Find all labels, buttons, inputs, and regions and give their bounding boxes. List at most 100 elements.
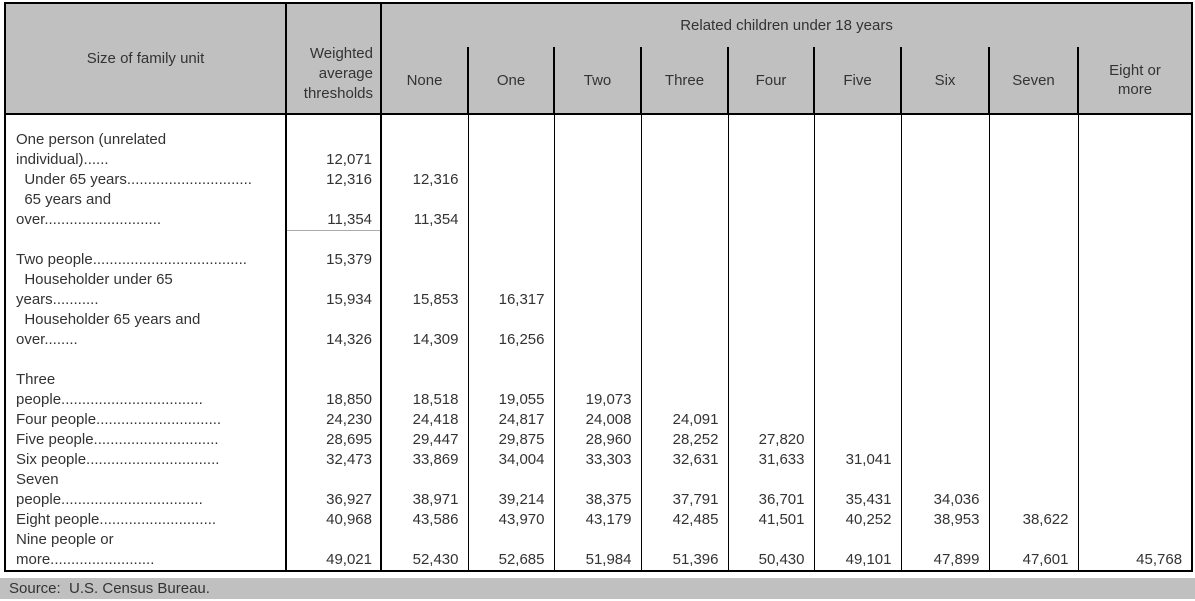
table-row: Five people.............................… (5, 430, 1193, 450)
family-size-label-cell: Under 65 years..........................… (5, 170, 287, 190)
family-size-label-line: Seven (16, 471, 59, 488)
value-cell-eight-or-more (1077, 250, 1193, 270)
value-cell-three (640, 130, 728, 170)
value-cell-three (640, 250, 728, 270)
col-header-four: Four (727, 47, 814, 114)
value-cell-seven (988, 310, 1078, 350)
value-cell-six: 34,036 (900, 470, 989, 510)
spacer-cell (900, 114, 989, 130)
value-cell-two (553, 250, 641, 270)
value-cell-four (727, 370, 814, 410)
col-header-related-children-group: Related children under 18 years (381, 3, 1193, 47)
spacer-cell (813, 350, 901, 370)
value-cell-six (900, 270, 989, 310)
value-cell-four: 50,430 (727, 530, 814, 571)
value-cell-one (467, 170, 554, 190)
table-row: Eight people............................… (5, 510, 1193, 530)
value-cell-none (380, 250, 468, 270)
spacer-cell (380, 350, 468, 370)
value-cell-seven (988, 470, 1078, 510)
family-size-label-line: over............................ (16, 211, 162, 228)
family-size-label-cell: Householder under 65 years........... (5, 270, 287, 310)
value-cell-five (813, 170, 901, 190)
spacer-cell (640, 230, 728, 250)
family-size-label-line: Two people..............................… (16, 251, 247, 268)
value-cell-seven (988, 430, 1078, 450)
family-size-label-cell: Three people.............................… (5, 370, 287, 410)
value-cell-six (900, 430, 989, 450)
value-cell-eight-or-more (1077, 270, 1193, 310)
value-cell-eight-or-more (1077, 130, 1193, 170)
weighted-average-value-cell: 14,326 (286, 310, 382, 350)
spacer-row (5, 230, 1193, 250)
value-cell-five (813, 310, 901, 350)
value-cell-six (900, 250, 989, 270)
spacer-cell (727, 114, 814, 130)
family-size-label-cell: Two people..............................… (5, 250, 287, 270)
value-cell-five (813, 250, 901, 270)
col-header-seven: Seven (988, 47, 1078, 114)
value-cell-one: 34,004 (467, 450, 554, 470)
value-cell-one (467, 130, 554, 170)
spacer-cell (988, 114, 1078, 130)
family-size-label-line: over........ (16, 331, 78, 348)
value-cell-seven: 38,622 (988, 510, 1078, 530)
family-size-label-line: Four people.............................… (16, 411, 222, 428)
weighted-average-value-cell: 15,379 (286, 250, 382, 270)
table-row: Nine people or more......................… (5, 530, 1193, 571)
col-header-one: One (467, 47, 554, 114)
family-size-label-cell: Six people..............................… (5, 450, 287, 470)
family-size-label-cell: 65 years and over........................… (5, 190, 287, 230)
value-cell-five (813, 370, 901, 410)
spacer-row (5, 350, 1193, 370)
family-size-label-line: people.................................. (16, 491, 203, 508)
weighted-average-value-cell: 40,968 (286, 510, 382, 530)
value-cell-two: 38,375 (553, 470, 641, 510)
value-cell-three: 24,091 (640, 410, 728, 430)
col-header-weighted-average-thresholds: Weighted average thresholds (286, 3, 382, 114)
spacer-cell (1077, 230, 1193, 250)
value-cell-five: 40,252 (813, 510, 901, 530)
spacer-cell (467, 230, 554, 250)
value-cell-five: 49,101 (813, 530, 901, 571)
weighted-average-value-cell: 12,071 (286, 130, 382, 170)
value-cell-three: 51,396 (640, 530, 728, 571)
value-cell-none: 33,869 (380, 450, 468, 470)
value-cell-five (813, 270, 901, 310)
value-cell-one: 24,817 (467, 410, 554, 430)
spacer-row (5, 114, 1193, 130)
value-cell-two (553, 130, 641, 170)
family-size-label-line: One person (unrelated (16, 131, 167, 148)
value-cell-six (900, 370, 989, 410)
value-cell-four (727, 130, 814, 170)
value-cell-three: 37,791 (640, 470, 728, 510)
family-size-label-cell: Seven people.............................… (5, 470, 287, 510)
poverty-thresholds-table: Size of family unit Weighted average thr… (4, 2, 1194, 572)
value-cell-seven: 47,601 (988, 530, 1078, 571)
value-cell-two: 28,960 (553, 430, 641, 450)
value-cell-seven (988, 250, 1078, 270)
value-cell-three (640, 310, 728, 350)
value-cell-six: 38,953 (900, 510, 989, 530)
header-row-children-counts: None One Two Three Four Five Six Seven Eight or … (5, 47, 1193, 114)
value-cell-none: 14,309 (380, 310, 468, 350)
family-size-label-cell: One person (unrelated individual)...... (5, 130, 287, 170)
family-size-label-line: Three (16, 371, 56, 388)
value-cell-five (813, 130, 901, 170)
value-cell-eight-or-more (1077, 510, 1193, 530)
spacer-cell (900, 230, 989, 250)
col-header-three: Three (640, 47, 728, 114)
col-header-size-of-family-unit: Size of family unit (5, 3, 287, 114)
value-cell-eight-or-more (1077, 410, 1193, 430)
value-cell-one: 52,685 (467, 530, 554, 571)
value-cell-seven (988, 130, 1078, 170)
value-cell-seven (988, 190, 1078, 230)
value-cell-six (900, 190, 989, 230)
value-cell-four (727, 410, 814, 430)
value-cell-eight-or-more (1077, 470, 1193, 510)
value-cell-none: 15,853 (380, 270, 468, 310)
value-cell-eight-or-more (1077, 170, 1193, 190)
value-cell-five (813, 190, 901, 230)
value-cell-none: 24,418 (380, 410, 468, 430)
family-size-label-line: more......................... (16, 551, 155, 568)
